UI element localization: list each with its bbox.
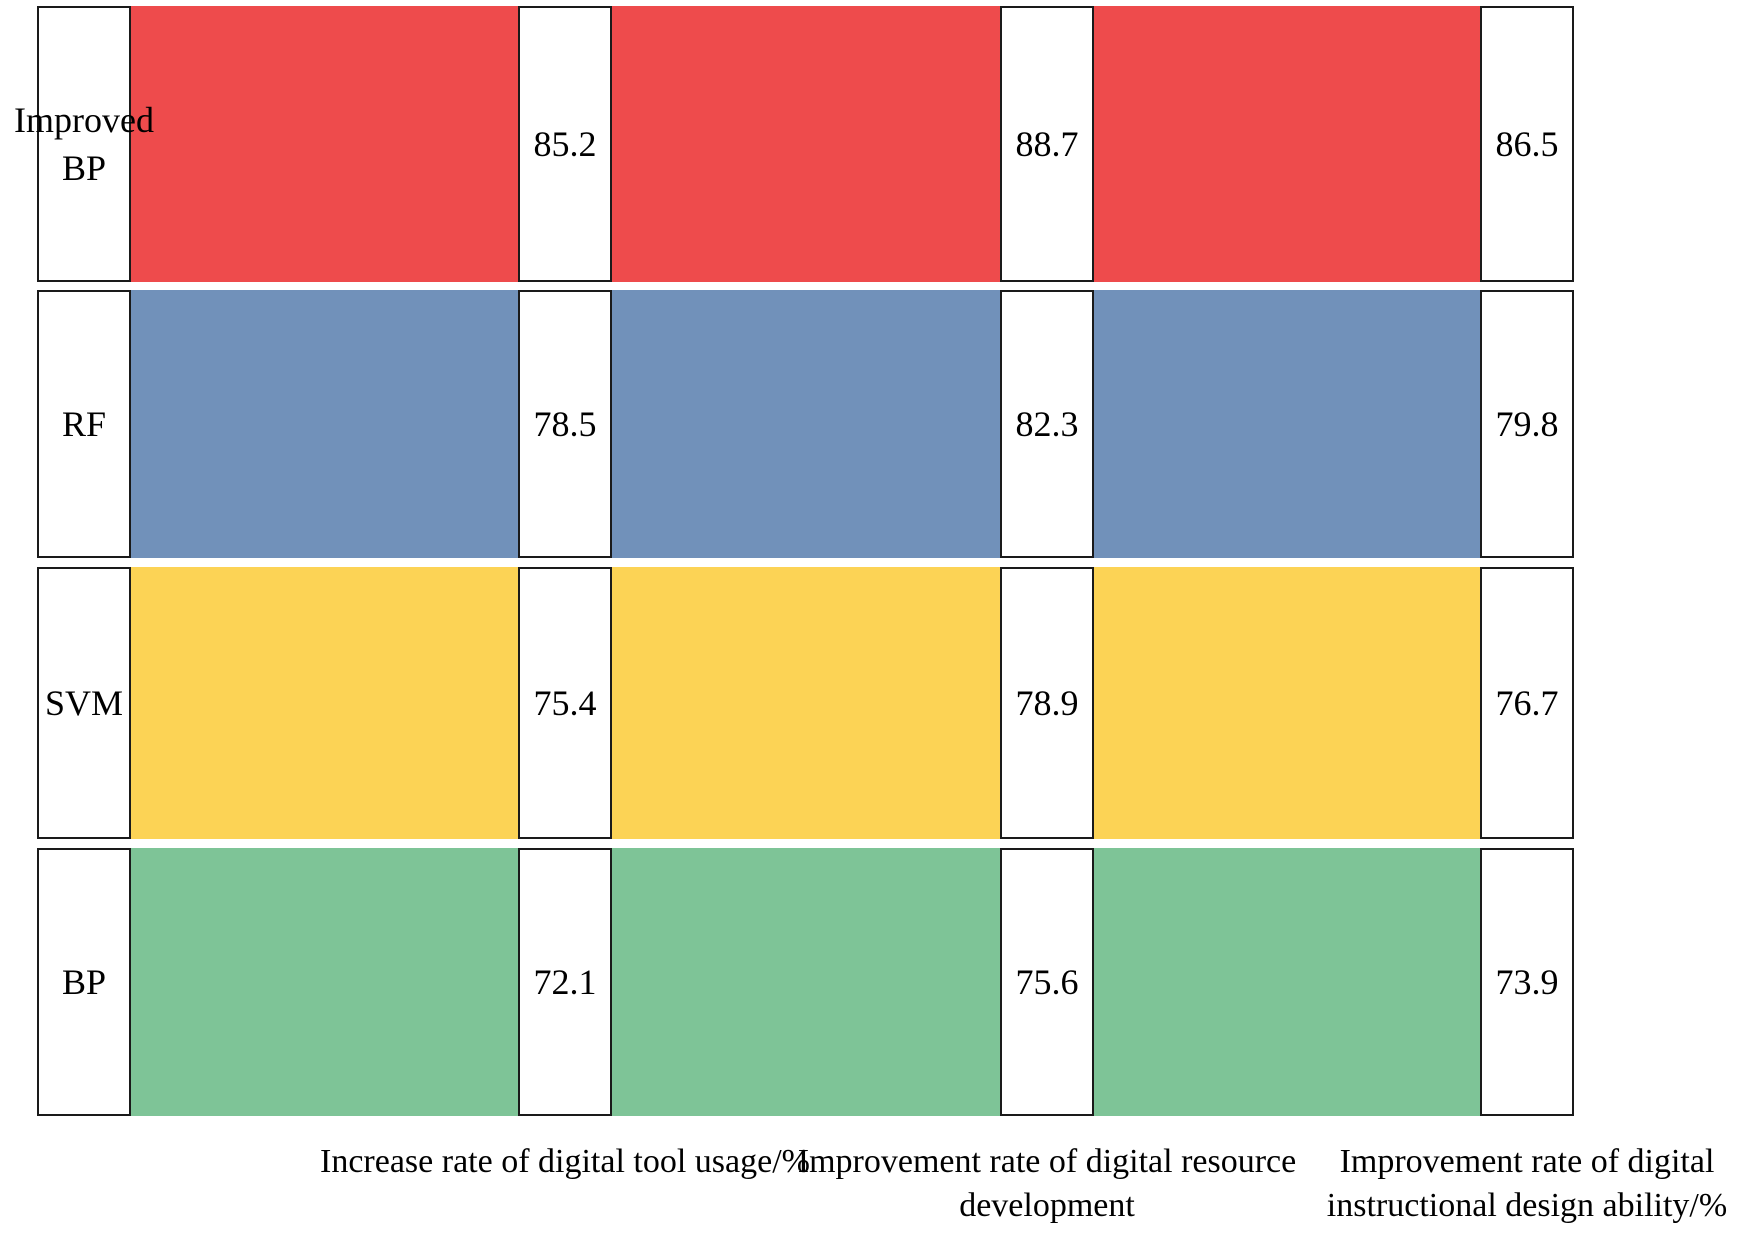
chart-row: RF 78.5 82.3 79.8 — [0, 290, 1759, 558]
row-label-box: RF — [37, 290, 131, 558]
row-label-box: BP — [37, 848, 131, 1116]
value-label-2: 78.9 — [1015, 683, 1079, 723]
row-label-box: SVM — [37, 567, 131, 839]
value-label-1: 72.1 — [533, 962, 597, 1002]
row-label: RF — [61, 404, 107, 444]
value-label-3: 73.9 — [1495, 962, 1559, 1002]
value-box-1: 78.5 — [518, 290, 612, 558]
bar-band — [131, 290, 1480, 558]
chart-row: SVM 75.4 78.9 76.7 — [0, 567, 1759, 839]
value-box-3: 86.5 — [1480, 6, 1574, 282]
value-box-1: 72.1 — [518, 848, 612, 1116]
value-label-2: 75.6 — [1015, 962, 1079, 1002]
value-box-3: 76.7 — [1480, 567, 1574, 839]
row-label: BP — [61, 962, 107, 1002]
value-box-2: 88.7 — [1000, 6, 1094, 282]
value-box-2: 78.9 — [1000, 567, 1094, 839]
value-label-1: 78.5 — [533, 404, 597, 444]
value-box-2: 75.6 — [1000, 848, 1094, 1116]
value-label-3: 86.5 — [1495, 124, 1559, 164]
value-label-1: 85.2 — [533, 124, 597, 164]
x-axis-category-label-3: Improvement rate of digital instructiona… — [1326, 1143, 1728, 1224]
value-box-1: 85.2 — [518, 6, 612, 282]
value-label-3: 76.7 — [1495, 683, 1559, 723]
x-axis-category-label-2: Improvement rate of digital resource dev… — [797, 1143, 1297, 1224]
value-label-1: 75.4 — [533, 683, 597, 723]
bar-band — [131, 6, 1480, 282]
value-label-2: 88.7 — [1015, 124, 1079, 164]
row-label: Improved BP — [14, 100, 154, 188]
value-box-2: 82.3 — [1000, 290, 1094, 558]
row-label-box: Improved BP — [14, 6, 154, 282]
value-box-1: 75.4 — [518, 567, 612, 839]
value-box-3: 79.8 — [1480, 290, 1574, 558]
value-box-3: 73.9 — [1480, 848, 1574, 1116]
chart-row: BP 72.1 75.6 73.9 — [0, 848, 1759, 1116]
bar-band — [131, 848, 1480, 1116]
value-label-3: 79.8 — [1495, 404, 1559, 444]
row-label: SVM — [44, 683, 124, 723]
bar-band — [131, 567, 1480, 839]
value-label-2: 82.3 — [1015, 404, 1079, 444]
x-axis-category-label-1: Increase rate of digital tool usage/% — [320, 1143, 810, 1180]
chart-row: Improved BP 85.2 88.7 86.5 — [0, 6, 1759, 282]
